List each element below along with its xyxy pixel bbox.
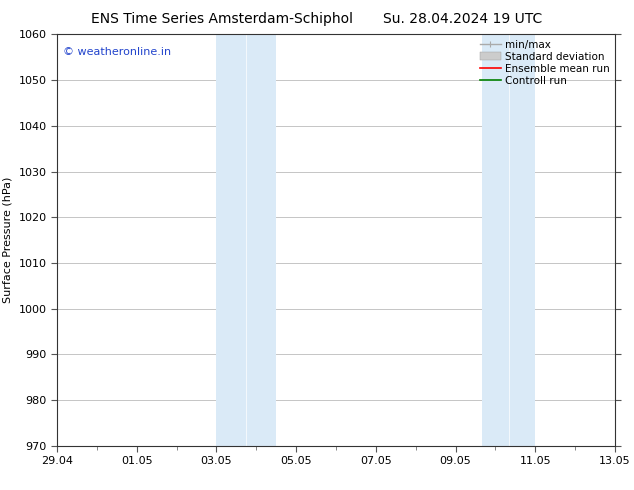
Legend: min/max, Standard deviation, Ensemble mean run, Controll run: min/max, Standard deviation, Ensemble me… bbox=[478, 37, 612, 88]
Bar bbox=[482, 34, 535, 446]
Text: © weatheronline.in: © weatheronline.in bbox=[63, 47, 171, 57]
Y-axis label: Surface Pressure (hPa): Surface Pressure (hPa) bbox=[3, 177, 13, 303]
Bar bbox=[216, 34, 276, 446]
Text: ENS Time Series Amsterdam-Schiphol: ENS Time Series Amsterdam-Schiphol bbox=[91, 12, 353, 26]
Text: Su. 28.04.2024 19 UTC: Su. 28.04.2024 19 UTC bbox=[383, 12, 543, 26]
